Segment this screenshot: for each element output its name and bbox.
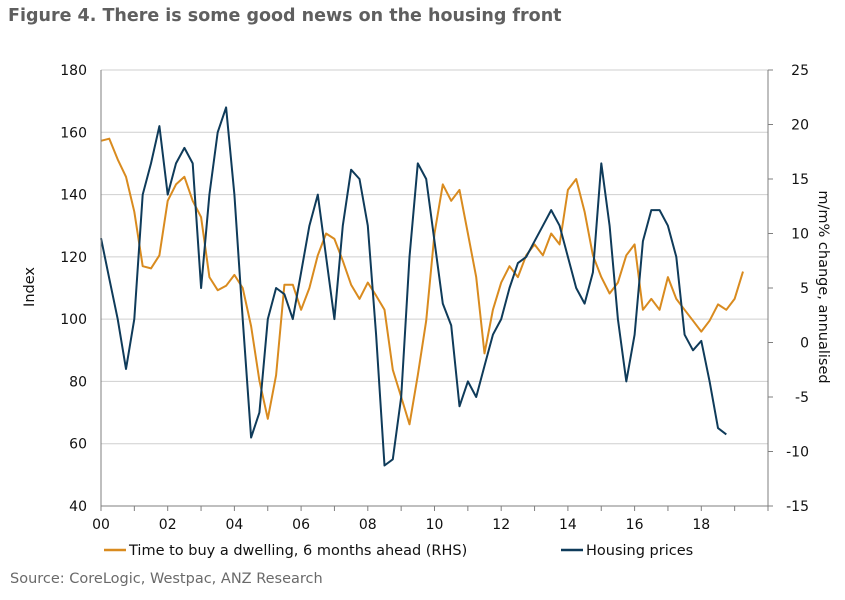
x-tick-label: 10: [426, 517, 444, 533]
right-tick-label: -5: [795, 390, 809, 406]
x-tick-label: 16: [626, 517, 644, 533]
x-tick-label: 06: [292, 517, 310, 533]
x-tick-label: 14: [559, 517, 577, 533]
right-tick-label: -10: [786, 445, 809, 461]
right-tick-label: 0: [800, 336, 809, 352]
left-tick-label: 40: [69, 499, 87, 515]
left-tick-label: 80: [69, 374, 87, 390]
left-axis-ticks: 40 60 80 100 120 140 160 180: [60, 63, 87, 515]
legend-label: Time to buy a dwelling, 6 months ahead (…: [128, 543, 467, 559]
source-note: Source: CoreLogic, Westpac, ANZ Research: [10, 571, 323, 587]
series-line-time-to-buy: [100, 137, 744, 426]
x-tick-label: 18: [692, 517, 710, 533]
axes: [100, 69, 773, 511]
right-axis-title: m/m% change, annualised: [815, 190, 831, 383]
left-tick-label: 100: [60, 312, 87, 328]
right-tick-label: 20: [791, 118, 809, 134]
x-tick-label: 08: [359, 517, 377, 533]
right-axis-ticks: -15 -10 -5 0 5 10 15 20 25: [786, 63, 809, 515]
x-axis-ticks: 00 02 04 06 08 10 12 14 16 18: [92, 517, 710, 533]
left-tick-label: 120: [60, 250, 87, 266]
x-tick-label: 12: [492, 517, 510, 533]
right-tick-label: -15: [786, 499, 809, 515]
series-layer: [100, 106, 744, 467]
right-tick-label: 15: [791, 172, 809, 188]
x-tick-label: 00: [92, 517, 110, 533]
x-tick-label: 04: [225, 517, 243, 533]
legend-label: Housing prices: [586, 543, 693, 559]
right-tick-label: 10: [791, 227, 809, 243]
left-tick-label: 160: [60, 125, 87, 141]
left-axis-title: Index: [22, 267, 38, 307]
series-line-housing-prices: [100, 106, 727, 467]
legend: Time to buy a dwelling, 6 months ahead (…: [104, 543, 693, 559]
right-tick-label: 5: [800, 281, 809, 297]
x-tick-label: 02: [159, 517, 177, 533]
right-tick-label: 25: [791, 63, 809, 79]
left-tick-label: 180: [60, 63, 87, 79]
chart-title: Figure 4. There is some good news on the…: [8, 6, 562, 26]
left-tick-label: 140: [60, 188, 87, 204]
left-tick-label: 60: [69, 437, 87, 453]
